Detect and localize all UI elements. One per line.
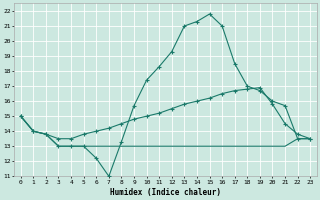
X-axis label: Humidex (Indice chaleur): Humidex (Indice chaleur)	[110, 188, 221, 197]
